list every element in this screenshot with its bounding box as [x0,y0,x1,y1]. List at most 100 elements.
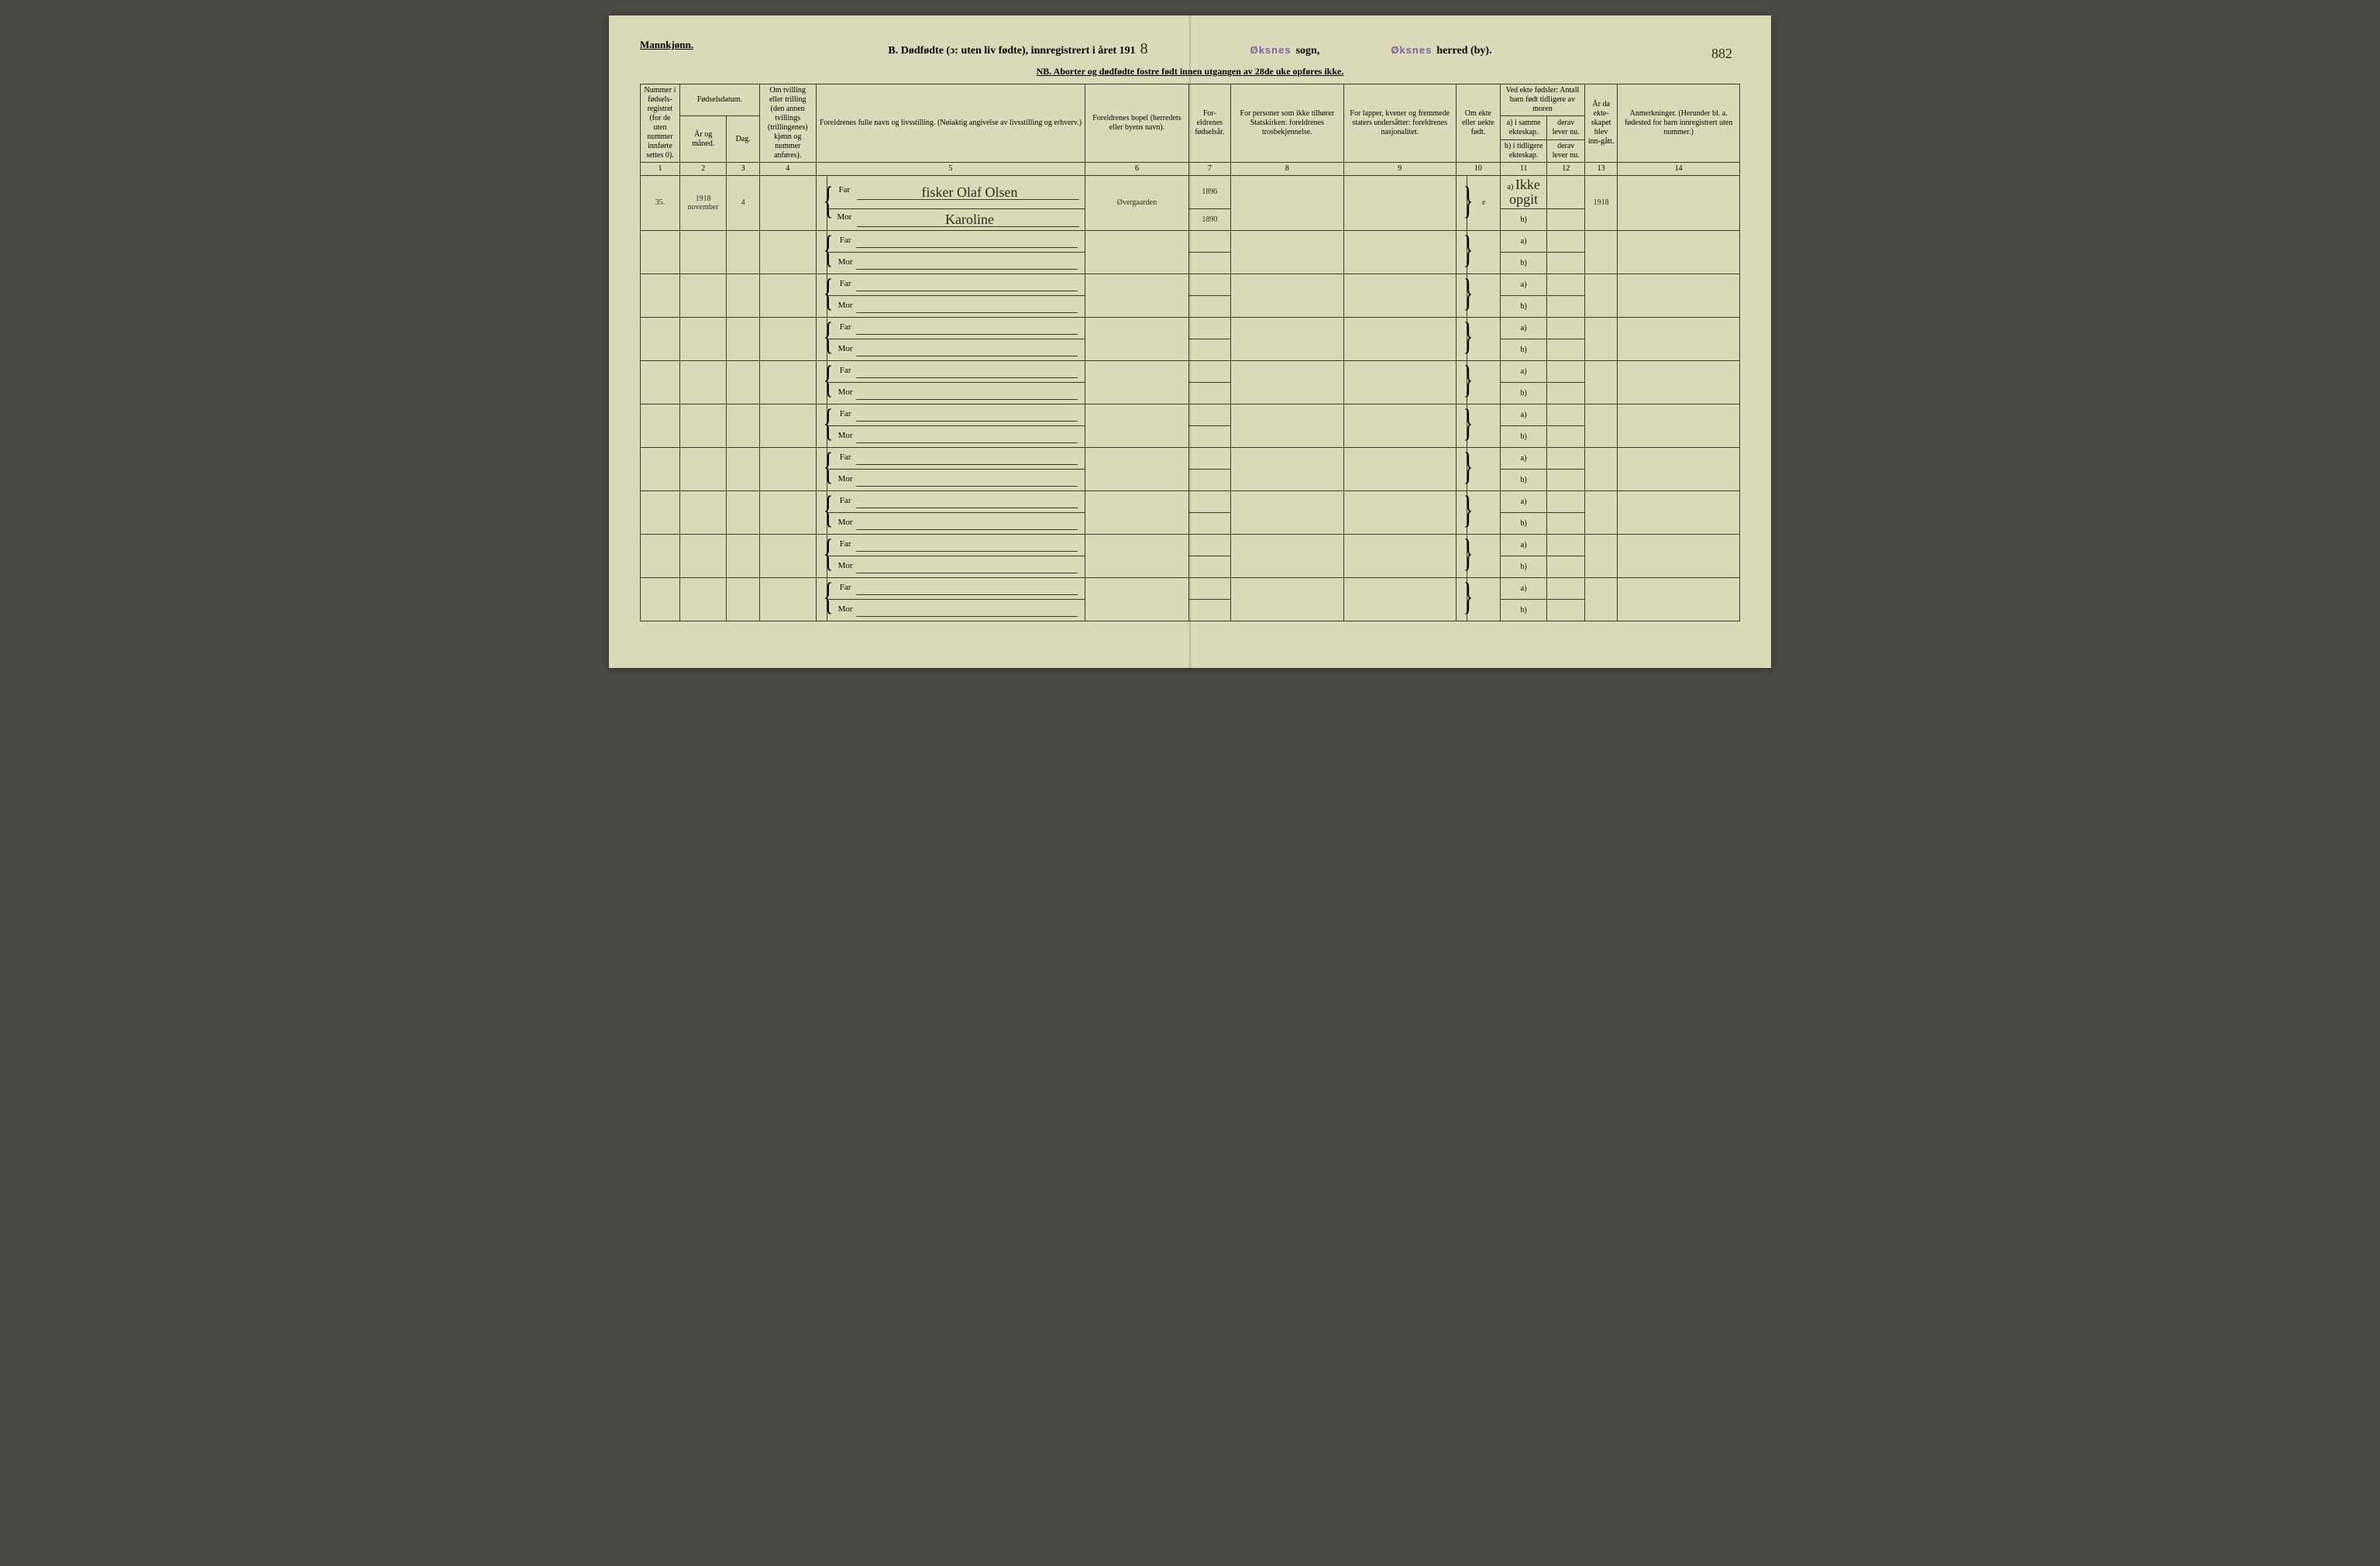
empty-b-lever [1547,383,1584,404]
b-label: b) [1521,563,1527,571]
far-label: Far [834,366,856,376]
empty-day [727,231,759,274]
empty-tros [1231,274,1343,318]
colnum-2: 2 [679,163,727,176]
empty-b-lever [1547,470,1584,491]
herred-label: herred (by). [1436,45,1491,57]
entry-1-a-cell: a) Ikke opgit [1500,176,1547,209]
empty-number [641,318,680,361]
empty-mor-cell: Mor [827,339,1085,361]
entry-1-mor-fodselsaar: 1890 [1188,209,1231,231]
colnum-1: 1 [641,163,680,176]
empty-brace-right: } [1456,404,1467,448]
empty-mor-cell: Mor [827,426,1085,448]
b-label: b) [1521,346,1527,354]
empty-anm [1618,231,1740,274]
empty-mor-cell: Mor [827,600,1085,621]
empty-a-cell: a) [1500,231,1547,253]
entry-1-a-value: Ikke opgit [1509,177,1540,207]
empty-anm [1618,491,1740,535]
b-label: b) [1521,519,1527,528]
empty-a-lever [1547,231,1584,253]
empty-nasj [1343,361,1456,404]
empty-year-month [679,274,727,318]
empty-far-fodselsaar [1188,274,1231,296]
empty-tros [1231,231,1343,274]
empty-brace-right: } [1456,361,1467,404]
empty-nasj [1343,448,1456,491]
empty-day [727,318,759,361]
empty-a-cell: a) [1500,491,1547,513]
empty-a-cell: a) [1500,448,1547,470]
entry-1-year: 1918 [696,194,711,203]
empty-ekteskap-aar [1584,491,1617,535]
empty-bopel [1085,535,1188,578]
empty-tros [1231,491,1343,535]
empty-ekteskap-aar [1584,318,1617,361]
entry-1-far-fodselsaar: 1896 [1188,176,1231,209]
empty-far-line [856,409,1078,422]
empty-nasj [1343,491,1456,535]
b-label: b) [1521,389,1527,398]
empty-year-month [679,578,727,621]
empty-anm [1618,535,1740,578]
mor-label: Mor [834,518,856,528]
far-label: Far [834,583,856,593]
empty-mor-fodselsaar [1188,470,1231,491]
empty-far-cell: Far [827,274,1085,296]
book-spine [1189,15,1192,668]
empty-brace-left: { [816,231,827,274]
entry-1-far-cell: Far fisker Olaf Olsen [827,176,1085,209]
empty-tros [1231,361,1343,404]
col-12b-header: derav lever nu. [1547,140,1584,163]
empty-a-lever [1547,578,1584,600]
col-6-header: Foreldrenes bopel (herredets eller byens… [1085,84,1188,163]
title-year-handwritten: 8 [1140,40,1148,58]
empty-number [641,404,680,448]
empty-far-line [856,279,1078,291]
far-label: Far [834,539,856,549]
empty-number [641,361,680,404]
empty-mor-line [856,257,1078,270]
empty-year-month [679,318,727,361]
empty-brace-left: { [816,535,827,578]
empty-day [727,578,759,621]
empty-far-fodselsaar [1188,491,1231,513]
empty-tros [1231,448,1343,491]
col-2-header: År og måned. [679,116,727,163]
empty-number [641,231,680,274]
empty-day [727,274,759,318]
colnum-11: 11 [1500,163,1547,176]
empty-day [727,448,759,491]
b-label: b) [1521,302,1527,311]
empty-tros [1231,578,1343,621]
empty-far-cell: Far [827,361,1085,383]
empty-tvilling [759,404,816,448]
empty-anm [1618,318,1740,361]
empty-b-cell: b) [1500,426,1547,448]
far-label: Far [834,496,856,506]
empty-b-cell: b) [1500,296,1547,318]
empty-a-cell: a) [1500,535,1547,556]
entry-1-far-name: fisker Olaf Olsen [857,185,1078,200]
empty-far-fodselsaar [1188,361,1231,383]
empty-mor-cell: Mor [827,556,1085,578]
col-9-header: For lapper, kvener og fremmede staters u… [1343,84,1456,163]
col-11a-header: a) i samme ekteskap. [1500,116,1547,140]
empty-mor-line [856,431,1078,443]
empty-mor-fodselsaar [1188,339,1231,361]
empty-far-line [856,583,1078,595]
empty-ekteskap-aar [1584,404,1617,448]
colnum-9: 9 [1343,163,1456,176]
empty-number [641,448,680,491]
empty-year-month [679,448,727,491]
empty-far-fodselsaar [1188,448,1231,470]
empty-mor-cell: Mor [827,383,1085,404]
empty-anm [1618,578,1740,621]
colnum-7: 7 [1188,163,1231,176]
herred-stamp: Øksnes [1391,44,1432,56]
empty-far-line [856,539,1078,552]
a-label: a) [1521,411,1527,419]
colnum-13: 13 [1584,163,1617,176]
a-label: a) [1521,497,1527,506]
